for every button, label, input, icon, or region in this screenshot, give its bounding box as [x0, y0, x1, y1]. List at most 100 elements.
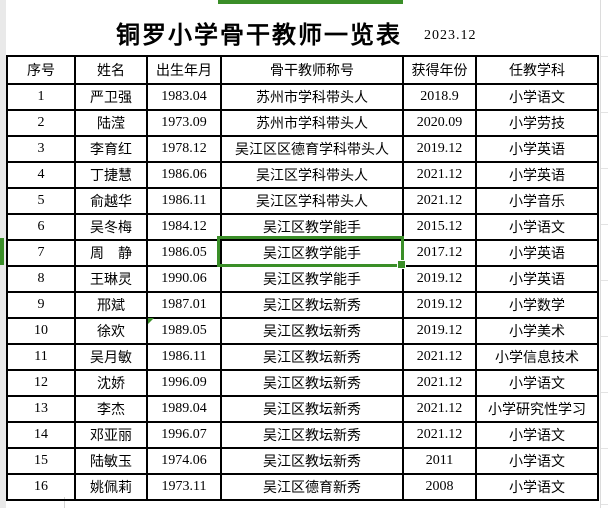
- cell-name[interactable]: 李育红: [74, 135, 148, 163]
- cell-title[interactable]: 吴江区教学能手: [220, 239, 404, 267]
- cell-title[interactable]: 吴江区教坛新秀: [220, 421, 404, 449]
- cell-name[interactable]: 徐欢: [74, 317, 148, 345]
- cell-subject[interactable]: 小学语文: [475, 369, 599, 397]
- cell-no[interactable]: 7: [6, 239, 76, 267]
- cell-year[interactable]: 2011: [402, 447, 477, 475]
- cell-year[interactable]: 2019.12: [402, 317, 477, 345]
- selected-column-header-indicator[interactable]: [218, 0, 403, 4]
- cell-subject[interactable]: 小学英语: [475, 161, 599, 189]
- cell-birth[interactable]: 1990.06: [146, 265, 222, 293]
- cell-birth[interactable]: 1996.09: [146, 369, 222, 397]
- cell-year[interactable]: 2015.12: [402, 213, 477, 241]
- col-header-birth[interactable]: 出生年月: [146, 55, 222, 85]
- col-header-subject[interactable]: 任教学科: [475, 55, 599, 85]
- cell-no[interactable]: 2: [6, 109, 76, 137]
- cell-year[interactable]: 2020.09: [402, 109, 477, 137]
- cell-title[interactable]: 吴江区教坛新秀: [220, 317, 404, 345]
- cell-subject[interactable]: 小学语文: [475, 213, 599, 241]
- fill-handle[interactable]: [397, 260, 406, 269]
- cell-no[interactable]: 6: [6, 213, 76, 241]
- cell-title[interactable]: 吴江区德育新秀: [220, 473, 404, 501]
- cell-no[interactable]: 1: [6, 83, 76, 111]
- cell-no[interactable]: 13: [6, 395, 76, 423]
- cell-subject[interactable]: 小学英语: [475, 265, 599, 293]
- cell-name[interactable]: 邓亚丽: [74, 421, 148, 449]
- cell-name[interactable]: 丁捷慧: [74, 161, 148, 189]
- cell-title[interactable]: 吴江区教坛新秀: [220, 369, 404, 397]
- cell-birth[interactable]: 1984.12: [146, 213, 222, 241]
- cell-subject[interactable]: 小学英语: [475, 239, 599, 267]
- cell-no[interactable]: 4: [6, 161, 76, 189]
- col-header-name[interactable]: 姓名: [74, 55, 148, 85]
- cell-title[interactable]: 吴江区教坛新秀: [220, 447, 404, 475]
- cell-year[interactable]: 2019.12: [402, 135, 477, 163]
- cell-birth[interactable]: 1987.01: [146, 291, 222, 319]
- cell-year[interactable]: 2021.12: [402, 369, 477, 397]
- cell-title[interactable]: 苏州市学科带头人: [220, 83, 404, 111]
- cell-year[interactable]: 2021.12: [402, 187, 477, 215]
- cell-name[interactable]: 周 静: [74, 239, 148, 267]
- cell-subject[interactable]: 小学语文: [475, 473, 599, 501]
- cell-name[interactable]: 陆滢: [74, 109, 148, 137]
- cell-subject[interactable]: 小学劳技: [475, 109, 599, 137]
- cell-year[interactable]: 2008: [402, 473, 477, 501]
- cell-subject[interactable]: 小学语文: [475, 83, 599, 111]
- cell-no[interactable]: 9: [6, 291, 76, 319]
- cell-subject[interactable]: 小学音乐: [475, 187, 599, 215]
- cell-title[interactable]: 吴江区教坛新秀: [220, 291, 404, 319]
- selected-row-header-indicator[interactable]: [0, 238, 4, 265]
- cell-name[interactable]: 陆敏玉: [74, 447, 148, 475]
- cell-subject[interactable]: 小学数学: [475, 291, 599, 319]
- cell-birth[interactable]: 1973.11: [146, 473, 222, 501]
- cell-name[interactable]: 李杰: [74, 395, 148, 423]
- cell-year[interactable]: 2018.9: [402, 83, 477, 111]
- cell-name[interactable]: 沈娇: [74, 369, 148, 397]
- cell-subject[interactable]: 小学语文: [475, 421, 599, 449]
- cell-birth[interactable]: 1973.09: [146, 109, 222, 137]
- cell-no[interactable]: 14: [6, 421, 76, 449]
- cell-name[interactable]: 姚佩莉: [74, 473, 148, 501]
- cell-name[interactable]: 王琳灵: [74, 265, 148, 293]
- cell-no[interactable]: 11: [6, 343, 76, 371]
- cell-birth[interactable]: 1986.11: [146, 343, 222, 371]
- cell-birth[interactable]: 1989.05: [146, 317, 222, 345]
- cell-birth[interactable]: 1996.07: [146, 421, 222, 449]
- cell-subject[interactable]: 小学英语: [475, 135, 599, 163]
- cell-subject[interactable]: 小学美术: [475, 317, 599, 345]
- cell-birth[interactable]: 1983.04: [146, 83, 222, 111]
- cell-title[interactable]: 吴江区教坛新秀: [220, 343, 404, 371]
- cell-subject[interactable]: 小学信息技术: [475, 343, 599, 371]
- cell-no[interactable]: 5: [6, 187, 76, 215]
- cell-birth[interactable]: 1986.05: [146, 239, 222, 267]
- cell-year[interactable]: 2021.12: [402, 161, 477, 189]
- cell-name[interactable]: 严卫强: [74, 83, 148, 111]
- cell-birth[interactable]: 1986.11: [146, 187, 222, 215]
- cell-no[interactable]: 12: [6, 369, 76, 397]
- cell-name[interactable]: 邢斌: [74, 291, 148, 319]
- cell-title[interactable]: 苏州市学科带头人: [220, 109, 404, 137]
- cell-birth[interactable]: 1986.06: [146, 161, 222, 189]
- cell-year[interactable]: 2021.12: [402, 421, 477, 449]
- selected-cell-border[interactable]: [217, 236, 406, 269]
- cell-name[interactable]: 吴冬梅: [74, 213, 148, 241]
- cell-year[interactable]: 2019.12: [402, 265, 477, 293]
- cell-birth[interactable]: 1989.04: [146, 395, 222, 423]
- cell-title[interactable]: 吴江区学科带头人: [220, 161, 404, 189]
- cell-name[interactable]: 吴月敏: [74, 343, 148, 371]
- cell-no[interactable]: 16: [6, 473, 76, 501]
- cell-name[interactable]: 俞越华: [74, 187, 148, 215]
- cell-no[interactable]: 8: [6, 265, 76, 293]
- cell-subject[interactable]: 小学研究性学习: [475, 395, 599, 423]
- cell-birth[interactable]: 1978.12: [146, 135, 222, 163]
- cell-subject[interactable]: 小学语文: [475, 447, 599, 475]
- cell-title[interactable]: 吴江区教坛新秀: [220, 395, 404, 423]
- cell-title[interactable]: 吴江区区德育学科带头人: [220, 135, 404, 163]
- cell-no[interactable]: 10: [6, 317, 76, 345]
- cell-no[interactable]: 3: [6, 135, 76, 163]
- cell-title[interactable]: 吴江区学科带头人: [220, 187, 404, 215]
- col-header-title[interactable]: 骨干教师称号: [220, 55, 404, 85]
- col-header-no[interactable]: 序号: [6, 55, 76, 85]
- cell-birth[interactable]: 1974.06: [146, 447, 222, 475]
- col-header-year[interactable]: 获得年份: [402, 55, 477, 85]
- cell-year[interactable]: 2021.12: [402, 343, 477, 371]
